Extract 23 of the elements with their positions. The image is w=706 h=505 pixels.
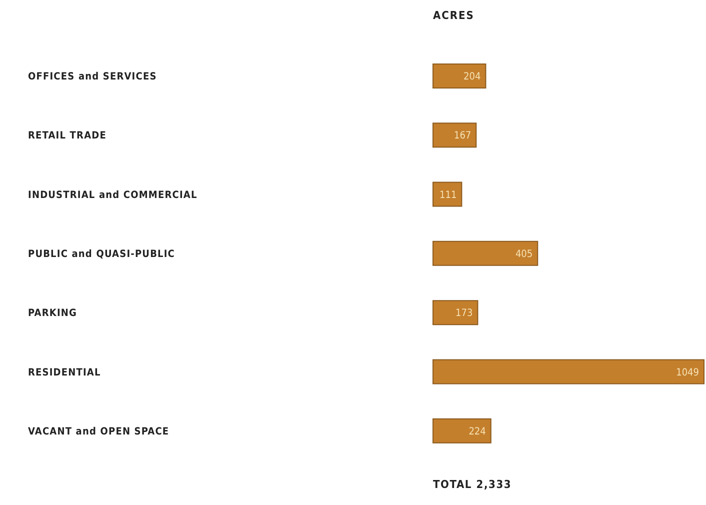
data-label: 167 bbox=[454, 130, 472, 142]
data-label: 204 bbox=[464, 72, 481, 83]
y-tick-label: RETAIL TRADE bbox=[28, 130, 106, 142]
y-tick-label: OFFICES and SERVICES bbox=[28, 72, 157, 83]
y-tick-label: RESIDENTIAL bbox=[28, 367, 101, 378]
bar bbox=[432, 64, 486, 88]
bar bbox=[432, 240, 538, 266]
bar bbox=[432, 359, 704, 384]
bar bbox=[432, 300, 478, 326]
bar bbox=[432, 122, 477, 148]
text: ACRES bbox=[433, 9, 474, 22]
bar bbox=[432, 182, 462, 207]
annotation: TOTAL 2,333 bbox=[433, 478, 512, 491]
bar bbox=[432, 418, 492, 444]
data-label: 1049 bbox=[676, 367, 700, 378]
y-tick-label: PUBLIC and QUASI-PUBLIC bbox=[28, 249, 176, 260]
y-tick-label: VACANT and OPEN SPACE bbox=[28, 426, 170, 438]
data-label: 111 bbox=[440, 190, 457, 201]
data-label: 173 bbox=[456, 308, 473, 320]
y-tick-label: INDUSTRIAL and COMMERCIAL bbox=[28, 190, 198, 201]
data-label: 224 bbox=[468, 426, 486, 438]
y-tick-label: PARKING bbox=[28, 308, 77, 320]
data-label: 405 bbox=[515, 248, 533, 260]
